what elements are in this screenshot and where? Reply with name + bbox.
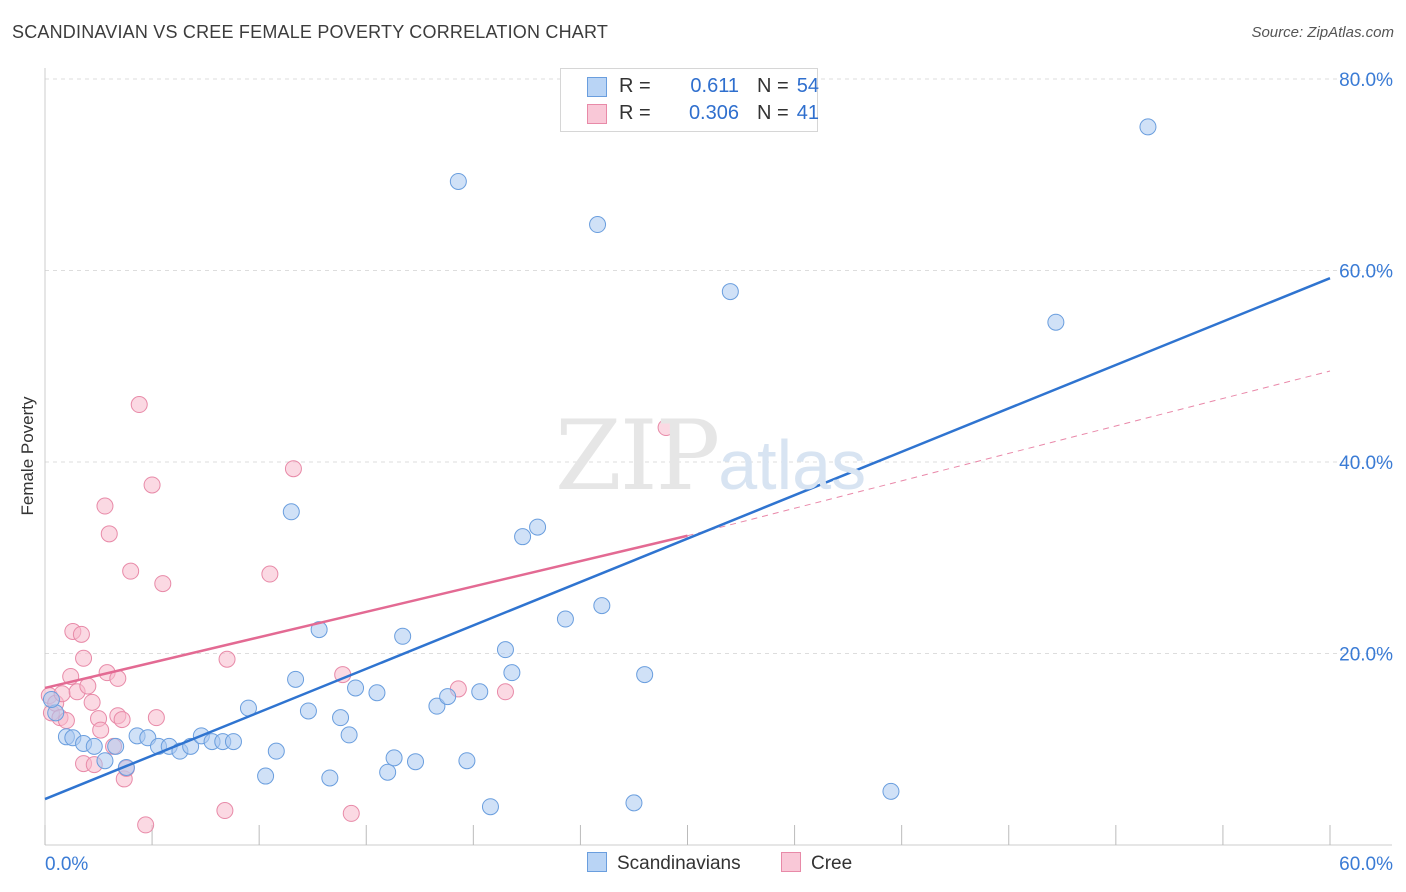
x-tick-label: 60.0% — [1339, 854, 1393, 875]
y-tick-label: 60.0% — [1339, 262, 1393, 283]
cree-point — [122, 562, 140, 580]
y-axis-label: Female Poverty — [18, 396, 37, 516]
scandinavian-point — [224, 733, 242, 751]
scandinavian-point — [1047, 313, 1065, 331]
scandinavian-point — [882, 782, 900, 800]
legend-n-value: 41 — [796, 102, 819, 124]
scandinavian-point — [257, 767, 275, 785]
legend-swatch-scandinavians — [587, 77, 607, 97]
scandinavian-point — [96, 752, 114, 770]
bottom-legend-scandinavians[interactable]: Scandinavians — [587, 852, 741, 875]
scandinavian-point — [310, 621, 328, 639]
scandinavian-point — [407, 753, 425, 771]
bottom-legend-cree[interactable]: Cree — [781, 852, 852, 875]
scandinavian-point — [379, 763, 397, 781]
cree-point — [284, 460, 302, 478]
cree-point — [75, 649, 93, 667]
scandinavian-point — [385, 749, 403, 767]
legend-n-value: 54 — [796, 75, 819, 97]
scandinavian-point — [529, 518, 547, 536]
scandinavian-point — [503, 664, 521, 682]
scandinavian-point — [107, 737, 125, 755]
scandinavian-point — [496, 641, 514, 659]
trend-lines — [44, 277, 1331, 801]
cree-point — [342, 804, 360, 822]
stats-legend: R = 0.611 N = 54 R = 0.306 N = 41 — [560, 68, 819, 132]
watermark-zip: ZIP — [555, 400, 720, 512]
chart-title: SCANDINAVIAN VS CREE FEMALE POVERTY CORR… — [12, 22, 609, 42]
scandinavian-point — [321, 769, 339, 787]
scandinavian-point — [267, 742, 285, 760]
scandinavian-point — [332, 709, 350, 727]
cree-point — [100, 525, 118, 543]
bottom-legend-label: Scandinavians — [617, 853, 741, 874]
legend-n-label: N = — [757, 75, 789, 97]
scandinavian-point — [394, 627, 412, 645]
bottom-legend-label: Cree — [811, 853, 853, 874]
scandinavian-point — [593, 597, 611, 615]
scandinavian-point — [721, 283, 739, 301]
cree-point — [657, 419, 675, 437]
cree-point — [216, 802, 234, 820]
scandinavian-point — [299, 702, 317, 720]
cree-point — [261, 565, 279, 583]
scandinavian-point — [347, 679, 365, 697]
scandinavian-point — [340, 726, 358, 744]
scandinavian-point — [287, 670, 305, 688]
legend-n-label: N = — [757, 102, 789, 124]
cree-point — [72, 625, 90, 643]
scandinavian-trend-line — [44, 277, 1331, 801]
cree-trend-extension — [687, 370, 1331, 537]
scandinavian-point — [368, 684, 386, 702]
legend-r-label: R = — [619, 75, 651, 97]
cree-point — [154, 575, 172, 593]
scandinavian-point — [625, 794, 643, 812]
cree-point — [147, 709, 165, 727]
source-label: Source: ZipAtlas.com — [1251, 24, 1394, 41]
scandinavian-point — [471, 683, 489, 701]
scandinavian-point — [1139, 118, 1157, 136]
cree-point — [137, 816, 155, 834]
bottom-legend-swatch-scandinavians — [587, 852, 607, 872]
legend-r-value: 0.306 — [688, 102, 739, 124]
scandinavian-point — [514, 528, 532, 546]
y-tick-label: 40.0% — [1339, 453, 1393, 474]
legend-r-value: 0.611 — [690, 75, 739, 97]
cree-point — [218, 650, 236, 668]
cree-point — [130, 396, 148, 414]
legend-swatch-cree — [587, 104, 607, 124]
x-tick-label: 0.0% — [45, 854, 88, 875]
scandinavian-point — [556, 610, 574, 628]
legend-r-label: R = — [619, 102, 651, 124]
scandinavian-point — [636, 666, 654, 684]
cree-point — [113, 711, 131, 729]
scandinavian-point — [42, 690, 60, 708]
scandinavian-point — [439, 688, 457, 706]
scandinavian-point — [282, 503, 300, 521]
scandinavian-point — [428, 697, 446, 715]
scandinavian-point — [481, 798, 499, 816]
y-tick-label: 20.0% — [1339, 645, 1393, 666]
cree-point — [96, 497, 114, 515]
cree-point — [496, 683, 514, 701]
cree-trend-line — [44, 534, 688, 690]
y-tick-label: 80.0% — [1339, 70, 1393, 91]
scandinavians-series — [42, 118, 1157, 816]
watermark: ZIPatlas — [555, 400, 866, 512]
scandinavian-point — [589, 216, 607, 234]
cree-point — [143, 476, 161, 494]
cree-point — [92, 721, 110, 739]
cree-point — [83, 693, 101, 711]
scandinavian-point — [85, 737, 103, 755]
bottom-legend-swatch-cree — [781, 852, 801, 872]
watermark-atlas: atlas — [718, 426, 867, 504]
scandinavian-point — [458, 752, 476, 770]
scandinavian-point — [449, 172, 467, 190]
tick-labels: 20.0% 40.0% 60.0% 80.0% 0.0% 60.0% — [45, 70, 1393, 875]
grid-lines — [45, 78, 1392, 654]
cree-point — [79, 677, 97, 695]
